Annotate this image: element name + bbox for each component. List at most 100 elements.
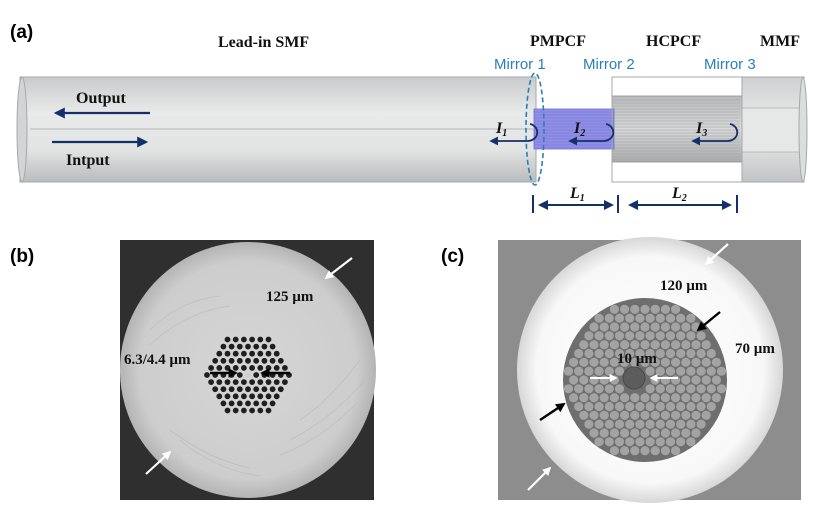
capillary bbox=[696, 384, 706, 394]
air-hole bbox=[228, 386, 235, 393]
capillary bbox=[686, 419, 696, 429]
capillary bbox=[584, 419, 594, 429]
air-hole bbox=[232, 407, 239, 414]
capillary bbox=[609, 375, 620, 385]
length-label-l2: L2 bbox=[671, 185, 687, 204]
air-hole bbox=[257, 365, 264, 371]
panel-c-label: (c) bbox=[441, 246, 464, 267]
capillary bbox=[665, 313, 676, 323]
capillary bbox=[609, 322, 620, 332]
capillary bbox=[625, 348, 635, 359]
capillary bbox=[650, 393, 660, 403]
mirror-label-3: Mirror 3 bbox=[704, 56, 756, 73]
capillary bbox=[665, 401, 676, 412]
capillary bbox=[681, 393, 691, 403]
panel-b-label: (b) bbox=[10, 246, 34, 267]
capillary bbox=[671, 410, 681, 420]
air-hole bbox=[269, 400, 276, 407]
capillary bbox=[691, 393, 701, 403]
capillary bbox=[671, 340, 681, 350]
outer-diameter-label-c: 120 µm bbox=[660, 278, 708, 294]
capillary bbox=[599, 340, 609, 350]
micrograph-b-fiber bbox=[120, 242, 376, 498]
capillary bbox=[660, 410, 671, 420]
length-label-l1: L1 bbox=[569, 185, 585, 204]
air-hole bbox=[236, 372, 243, 378]
air-hole bbox=[212, 357, 219, 364]
panel-c: (c) 120 µm 70 µm 10 µm bbox=[441, 237, 801, 503]
air-hole bbox=[228, 400, 235, 407]
capillary bbox=[594, 366, 604, 376]
air-hole bbox=[265, 350, 272, 357]
capillary bbox=[594, 331, 604, 341]
capillary bbox=[604, 419, 614, 429]
air-hole bbox=[216, 365, 223, 371]
air-hole bbox=[212, 386, 219, 393]
air-hole bbox=[249, 393, 256, 400]
capillary bbox=[645, 384, 655, 394]
capillary bbox=[645, 348, 655, 359]
air-hole bbox=[220, 386, 227, 393]
capillary bbox=[589, 375, 599, 385]
mmf-core bbox=[741, 107, 803, 153]
air-hole bbox=[241, 393, 247, 400]
capillary bbox=[686, 366, 696, 376]
air-hole bbox=[277, 386, 284, 393]
capillary bbox=[574, 348, 584, 359]
capillary bbox=[655, 331, 665, 341]
capillary bbox=[609, 446, 620, 456]
capillary bbox=[604, 313, 614, 323]
air-hole bbox=[282, 379, 288, 385]
air-hole bbox=[204, 372, 210, 378]
capillary bbox=[660, 340, 671, 350]
capillary bbox=[614, 437, 625, 447]
capillary bbox=[589, 340, 599, 350]
capillary bbox=[630, 393, 640, 403]
mirror-label-2: Mirror 2 bbox=[583, 56, 635, 73]
air-hole bbox=[241, 365, 247, 371]
mirror-label-1: Mirror 1 bbox=[494, 56, 546, 73]
capillary bbox=[686, 331, 696, 341]
air-hole bbox=[228, 357, 235, 364]
hollow-core bbox=[622, 366, 646, 390]
measure-arrow-white bbox=[145, 450, 172, 475]
capillary bbox=[676, 401, 686, 412]
capillary bbox=[660, 304, 671, 314]
capillary bbox=[614, 348, 625, 359]
capillary bbox=[691, 410, 701, 420]
capillary bbox=[671, 357, 681, 367]
capillary bbox=[706, 366, 716, 376]
capillary bbox=[716, 384, 727, 394]
capillary bbox=[614, 384, 625, 394]
capillary bbox=[696, 348, 706, 359]
capillary bbox=[650, 446, 660, 456]
capillary bbox=[701, 340, 711, 350]
air-hole bbox=[261, 400, 268, 407]
capillary bbox=[696, 419, 706, 429]
capillary bbox=[625, 437, 635, 447]
measure-arrow-black bbox=[539, 402, 566, 421]
capillary bbox=[686, 401, 696, 412]
capillary bbox=[574, 401, 584, 412]
capillary bbox=[630, 410, 640, 420]
capillary bbox=[609, 428, 620, 438]
air-hole bbox=[265, 365, 272, 371]
capillary bbox=[635, 401, 645, 412]
capillary bbox=[630, 322, 640, 332]
capillary bbox=[640, 340, 650, 350]
capillary bbox=[594, 348, 604, 359]
capillary bbox=[620, 393, 630, 403]
air-hole bbox=[236, 386, 243, 393]
air-hole bbox=[273, 379, 280, 385]
capillary bbox=[650, 304, 660, 314]
air-hole bbox=[224, 407, 231, 414]
capillary bbox=[574, 384, 584, 394]
capillary bbox=[620, 340, 630, 350]
air-hole bbox=[220, 357, 227, 364]
input-label: Intput bbox=[66, 152, 110, 169]
capillary bbox=[604, 384, 614, 394]
panel-b: (b) 125 µm 6.3/4.4 µm bbox=[10, 240, 376, 500]
capillary bbox=[640, 304, 650, 314]
capillary bbox=[589, 410, 599, 420]
capillary bbox=[589, 357, 599, 367]
